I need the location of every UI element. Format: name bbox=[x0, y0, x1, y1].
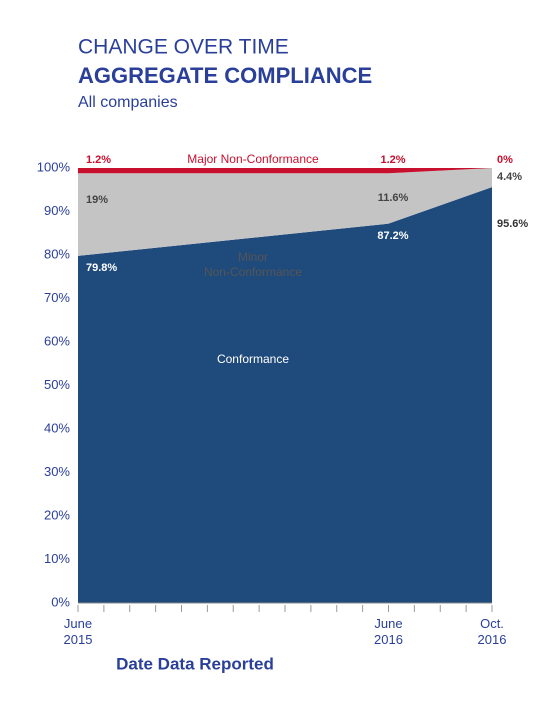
value-label: 1.2% bbox=[86, 154, 111, 166]
x-tick-label: June 2015 bbox=[64, 616, 93, 647]
x-axis-title: Date Data Reported bbox=[116, 654, 274, 673]
chart-title: CHANGE OVER TIME bbox=[78, 36, 289, 59]
area bbox=[78, 187, 492, 603]
x-tick-label: Oct. 2016 bbox=[478, 616, 507, 647]
value-label: 79.8% bbox=[86, 262, 117, 274]
y-tick-label: 70% bbox=[44, 290, 70, 305]
value-label: 0% bbox=[497, 154, 513, 166]
y-tick-label: 0% bbox=[51, 594, 70, 609]
x-tick-label: June 2016 bbox=[374, 616, 403, 647]
series-label: Conformance bbox=[217, 352, 289, 366]
value-label: 4.4% bbox=[497, 171, 522, 183]
area bbox=[78, 168, 492, 174]
y-tick-label: 40% bbox=[44, 420, 70, 435]
value-label: 95.6% bbox=[497, 218, 528, 230]
series-label: Major Non-Conformance bbox=[187, 152, 319, 166]
value-label: 1.2% bbox=[380, 154, 405, 166]
chart-caption: All companies bbox=[78, 94, 178, 111]
area bbox=[78, 168, 492, 256]
y-tick-label: 60% bbox=[44, 333, 70, 348]
value-label: 11.6% bbox=[378, 192, 409, 204]
chart-subtitle: AGGREGATE COMPLIANCE bbox=[78, 63, 372, 88]
value-label: 87.2% bbox=[377, 230, 408, 242]
y-tick-label: 100% bbox=[37, 159, 71, 174]
y-tick-label: 30% bbox=[44, 464, 70, 479]
y-tick-label: 10% bbox=[44, 551, 70, 566]
y-tick-label: 20% bbox=[44, 507, 70, 522]
value-label: 19% bbox=[86, 194, 108, 206]
y-tick-label: 50% bbox=[44, 377, 70, 392]
y-tick-label: 80% bbox=[44, 246, 70, 261]
y-tick-label: 90% bbox=[44, 203, 70, 218]
series-label: Minor Non-Conformance bbox=[204, 250, 302, 279]
